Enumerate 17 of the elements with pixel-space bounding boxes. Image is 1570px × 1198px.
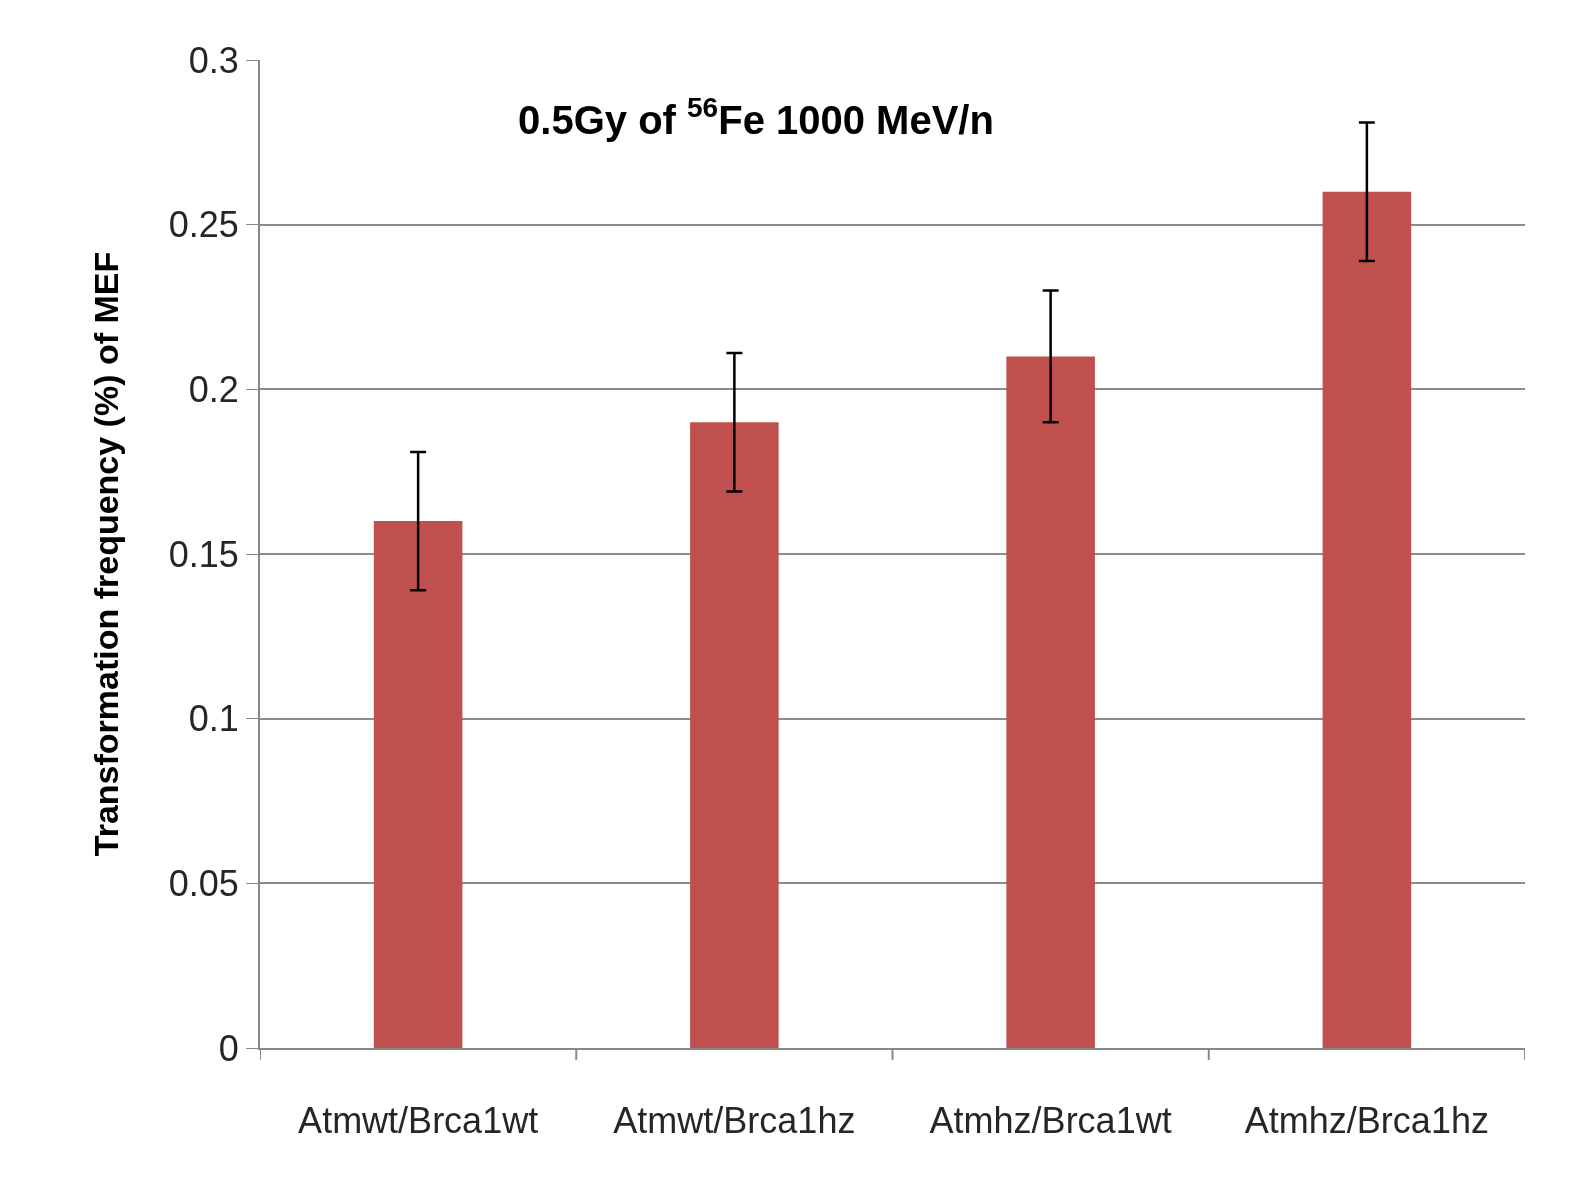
bar (373, 521, 463, 1048)
x-tick-label: Atmhz/Brca1hz (1244, 1100, 1489, 1142)
y-tick-label: 0.1 (188, 698, 239, 740)
x-tick-label: Atmwt/Brca1wt (298, 1100, 539, 1142)
bar (1006, 356, 1095, 1048)
y-tick-label: 0 (218, 1027, 239, 1069)
y-tick-label: 0.05 (168, 862, 239, 904)
text: 0.5Gy of $^{56}$Fe 1000 MeV/n (518, 92, 994, 142)
y-tick-label: 0.25 (168, 204, 239, 246)
x-tick-label: Atmhz/Brca1wt (929, 1100, 1172, 1142)
y-axis-title: Transformation frequency (%) of MEF (86, 251, 125, 857)
y-tick-label: 0.2 (188, 368, 239, 410)
x-tick-label: Atmwt/Brca1hz (613, 1100, 856, 1142)
bar (690, 422, 779, 1048)
y-tick-label: 0.3 (188, 39, 239, 81)
y-tick-label: 0.15 (168, 533, 239, 575)
bar (1322, 191, 1412, 1048)
